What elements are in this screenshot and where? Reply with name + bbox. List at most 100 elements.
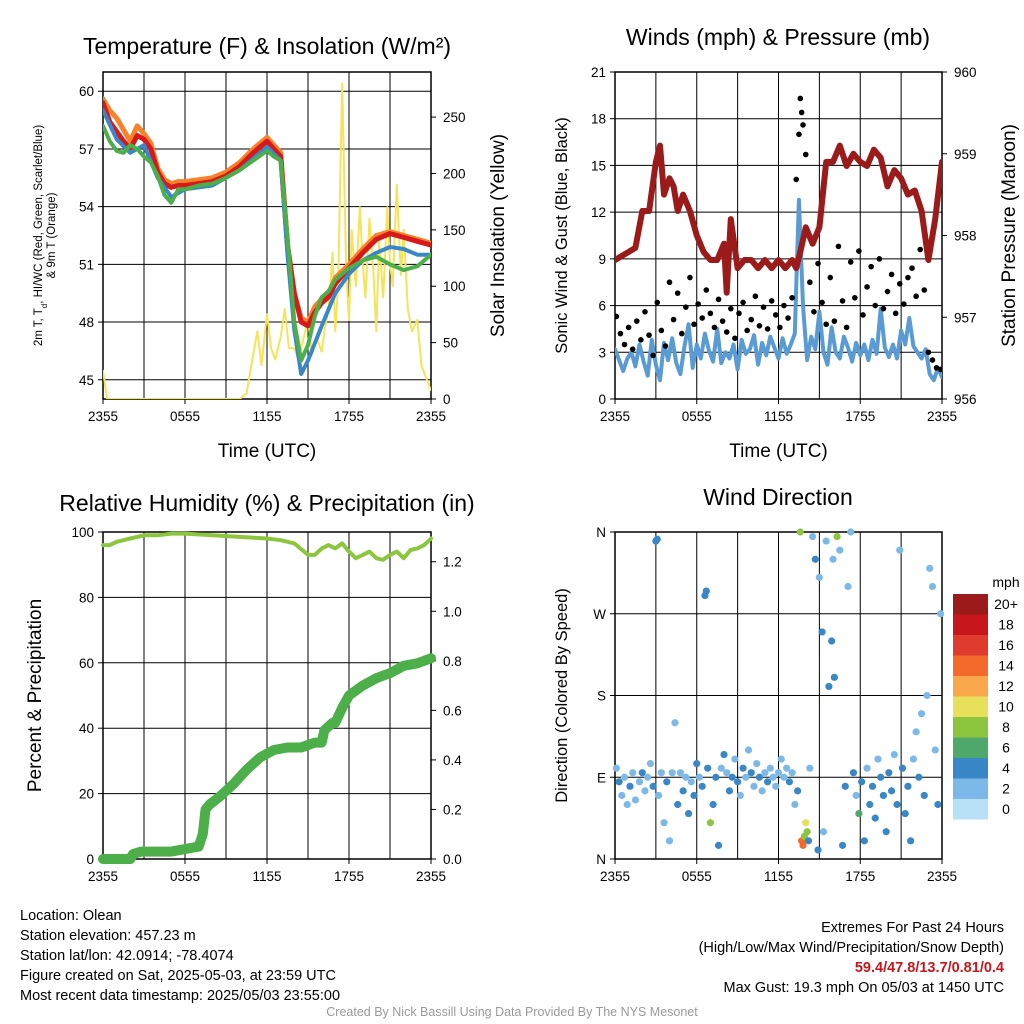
y-tick-label: 9 — [598, 252, 606, 267]
gust-point — [625, 324, 632, 331]
series-group — [612, 528, 945, 854]
y-right-tick-label: 250 — [443, 110, 466, 125]
direction-point — [690, 791, 698, 800]
y-tick-label: 6 — [598, 299, 606, 314]
direction-point — [755, 773, 764, 781]
direction-point — [874, 755, 882, 763]
gust-point — [695, 301, 701, 307]
x-axis-label: Time (UTC) — [218, 441, 317, 462]
direction-point — [712, 773, 720, 781]
direction-point — [788, 769, 796, 777]
direction-point — [887, 787, 896, 795]
direction-point — [644, 773, 652, 781]
direction-point — [885, 769, 893, 777]
gust-point — [756, 323, 763, 329]
gust-point — [797, 95, 804, 102]
credit-text: Created By Nick Bassill Using Data Provi… — [326, 1005, 698, 1019]
direction-point — [684, 809, 693, 818]
direction-point — [879, 791, 888, 800]
gust-point — [703, 287, 710, 293]
direction-point — [838, 841, 847, 849]
direction-point — [863, 764, 871, 772]
gust-point — [683, 304, 689, 310]
direction-point — [674, 800, 682, 809]
x-tick-label: 0555 — [682, 409, 712, 424]
gust-point — [796, 131, 802, 138]
direction-point — [769, 773, 777, 781]
direction-point — [804, 837, 813, 845]
colorbar-swatch — [953, 758, 988, 779]
x-tick-label: 1155 — [252, 869, 281, 884]
gust-point — [925, 349, 932, 356]
y-right-tick-label: 959 — [954, 147, 977, 162]
gust-point — [793, 176, 800, 183]
direction-point — [717, 764, 725, 772]
gust-point — [872, 302, 879, 309]
gust-point — [711, 324, 718, 331]
gust-point — [736, 310, 742, 317]
series-group — [103, 82, 431, 399]
x-tick-label: 1755 — [845, 869, 875, 884]
chart-title: Relative Humidity (%) & Precipitation (i… — [59, 490, 474, 516]
direction-point — [774, 769, 783, 777]
gust-point — [768, 298, 775, 304]
x-tick-label: 1155 — [252, 409, 281, 424]
gust-point — [670, 316, 677, 323]
gust-point — [917, 246, 923, 253]
x-tick-label: 1155 — [764, 869, 793, 884]
extremes-heading: Extremes For Past 24 Hours — [821, 920, 1004, 936]
y-tick-label: 20 — [79, 787, 94, 802]
direction-point — [742, 773, 750, 781]
colorbar-label: 4 — [1002, 760, 1010, 776]
gust-point — [732, 335, 738, 342]
y-right-tick-label: 960 — [954, 65, 977, 80]
gust-point — [772, 312, 779, 318]
y-right-tick-label: 0.6 — [443, 703, 462, 718]
direction-point — [791, 800, 799, 809]
direction-point — [825, 682, 833, 691]
gust-point — [777, 324, 783, 331]
y-tick-label: 60 — [79, 84, 94, 99]
direction-point — [709, 800, 717, 809]
wind-direction-chart: 2355 0555 1155 1755 2355 N E S W N Wind Direction D… — [553, 484, 1020, 884]
x-tick-label: 2355 — [927, 409, 957, 424]
gust-point — [839, 298, 846, 304]
direction-point — [747, 769, 755, 777]
x-axis-label: Time (UTC) — [729, 441, 828, 462]
gust-point — [615, 313, 620, 320]
direction-point — [814, 846, 822, 854]
gust-point — [662, 343, 669, 349]
gust-point — [819, 299, 825, 306]
direction-point — [793, 787, 802, 795]
y-right-tick-label: 200 — [443, 166, 466, 181]
direction-point — [758, 787, 766, 795]
colorbar-swatch — [953, 655, 988, 676]
y-right-tick-label: 0.2 — [443, 802, 462, 817]
gust-point — [884, 288, 891, 295]
series-line-solar — [103, 82, 431, 399]
gust-point — [674, 290, 681, 296]
y-right-axis-label: Station Pressure (Maroon) — [999, 124, 1020, 347]
recent-data-text: Most recent data timestamp: 2025/05/03 2… — [20, 988, 341, 1004]
station-info: Location: Olean Station elevation: 457.2… — [20, 906, 340, 1006]
direction-point — [836, 546, 844, 554]
direction-point — [815, 573, 823, 582]
gust-point — [937, 366, 942, 373]
gust-point — [789, 294, 795, 301]
direction-point — [806, 764, 814, 772]
colorbar-label: 12 — [998, 678, 1014, 694]
series-line-temp-9m — [103, 96, 431, 325]
direction-point — [695, 773, 704, 781]
colorbar-label: 18 — [998, 617, 1014, 633]
y-axis-label: Sonic Wind & Gust (Blue, Black) — [553, 117, 571, 354]
direction-point — [844, 582, 852, 591]
winds-pressure-chart: 2355 0555 1155 1755 2355 0 3 6 9 12 15 18 21 956 957 95… — [553, 24, 1020, 462]
direction-point — [783, 764, 791, 772]
x-tick-label: 0555 — [170, 409, 200, 424]
direction-point — [830, 673, 838, 681]
y-tick-label: 54 — [79, 200, 95, 215]
y-right-tick-label: 958 — [954, 229, 977, 244]
gust-point — [621, 341, 628, 348]
colorbar-swatch — [953, 737, 988, 758]
direction-point — [868, 782, 877, 790]
